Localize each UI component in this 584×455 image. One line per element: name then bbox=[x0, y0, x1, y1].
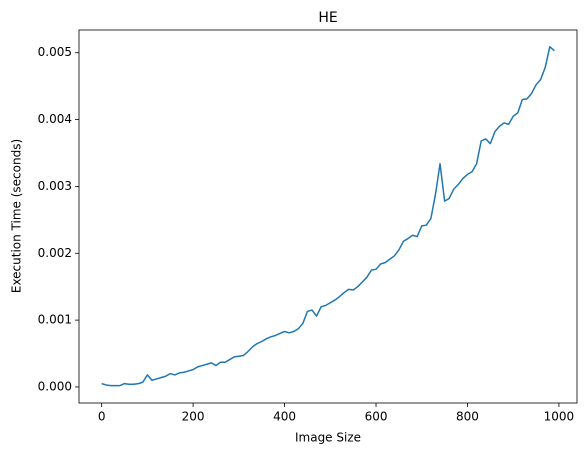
x-axis-label: Image Size bbox=[295, 431, 361, 445]
chart-title: HE bbox=[318, 10, 337, 26]
x-tick-label: 800 bbox=[456, 410, 479, 424]
x-tick-label: 400 bbox=[273, 410, 296, 424]
line-series bbox=[101, 45, 555, 387]
y-tick-label: 0.000 bbox=[38, 379, 72, 393]
x-tick-label: 200 bbox=[182, 410, 205, 424]
x-tick-label: 0 bbox=[98, 410, 106, 424]
x-tick-label: 600 bbox=[365, 410, 388, 424]
y-tick-label: 0.001 bbox=[38, 313, 72, 327]
y-tick-label: 0.005 bbox=[38, 45, 72, 59]
y-axis-label: Execution Time (seconds) bbox=[10, 139, 24, 293]
y-tick-label: 0.004 bbox=[38, 112, 72, 126]
x-tick-label: 1000 bbox=[544, 410, 575, 424]
plot-frame bbox=[78, 29, 578, 404]
y-tick-label: 0.003 bbox=[38, 179, 72, 193]
y-tick-label: 0.002 bbox=[38, 246, 72, 260]
